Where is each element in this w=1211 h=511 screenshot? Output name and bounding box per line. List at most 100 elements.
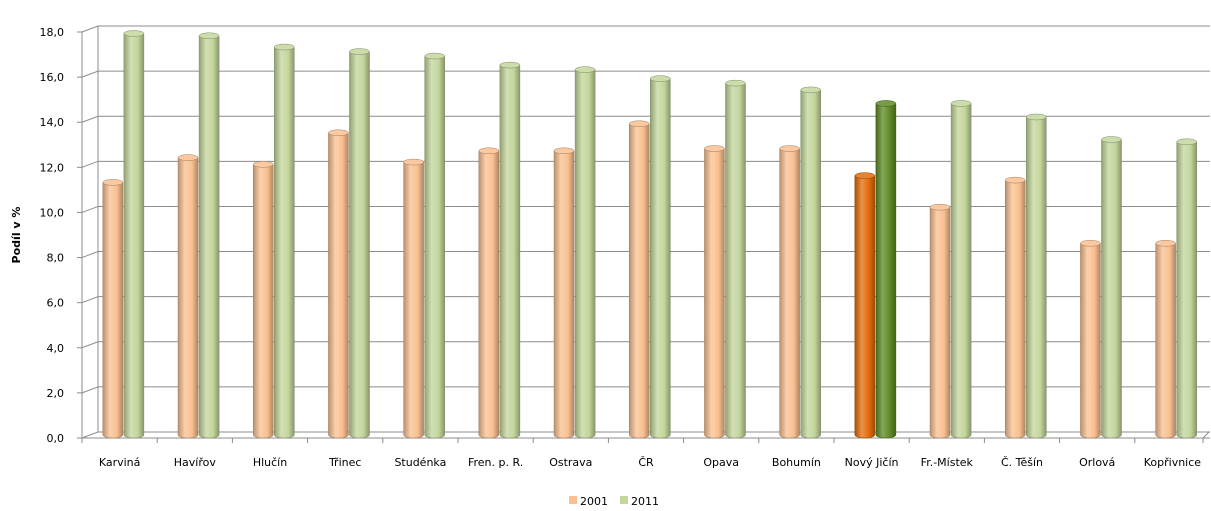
category-label: Opava	[703, 456, 739, 469]
bar-2001-13	[1080, 240, 1101, 439]
bar-top	[1004, 176, 1026, 184]
legend-swatch-2011	[620, 496, 628, 504]
bar-body	[499, 64, 521, 439]
bar-2011-3	[349, 48, 370, 439]
bar-body	[574, 69, 596, 439]
legend-label-2001: 2001	[580, 495, 608, 508]
bar-top	[1026, 113, 1047, 121]
bar-2001-3	[328, 129, 349, 439]
category-label: Orlová	[1079, 456, 1115, 469]
bar-2011-11	[950, 100, 972, 439]
bar-top	[1176, 138, 1197, 146]
bar-body	[198, 35, 220, 439]
category-label: Studénka	[394, 456, 446, 469]
bar-2001-14	[1155, 240, 1176, 439]
bar-top	[177, 154, 199, 161]
bar-2011-0	[123, 30, 145, 439]
bar-2001-4	[403, 158, 424, 439]
category-label: Ostrava	[549, 456, 592, 469]
category-label: Karviná	[99, 456, 141, 469]
bar-body	[274, 46, 295, 439]
floor-edge-line	[1202, 431, 1210, 439]
bar-2011-5	[499, 61, 521, 439]
axes	[77, 26, 1210, 443]
bar-top	[1101, 136, 1122, 143]
bar-2011-14	[1176, 138, 1197, 439]
bar-body	[929, 206, 951, 439]
bar-top	[929, 203, 951, 211]
bar-top	[328, 129, 349, 137]
bar-body	[628, 123, 650, 439]
bar-body	[328, 132, 349, 439]
bar-2011-8	[725, 79, 746, 439]
bars	[102, 30, 1197, 439]
y-tick-label: 8,0	[47, 252, 65, 265]
bar-2011-12	[1026, 113, 1047, 439]
bar-body	[177, 157, 199, 439]
legend-label-2011: 2011	[631, 495, 659, 508]
bar-2001-7	[628, 120, 650, 439]
bar-top	[424, 52, 445, 60]
category-label: Hlučín	[253, 456, 287, 469]
bar-2011-7	[650, 75, 671, 439]
bar-body	[553, 150, 575, 439]
bar-body	[1080, 243, 1101, 439]
bar-body	[800, 89, 821, 439]
bar-2001-6	[553, 147, 575, 439]
bar-top	[628, 120, 650, 127]
y-tick-labels: 0,0 2,0 4,0 6,0 8,0 10,0 12,0 14,0 16,0 18,0	[40, 26, 65, 445]
bar-body	[1176, 141, 1197, 439]
bar-2001-9	[779, 145, 800, 439]
bar-top	[349, 48, 370, 55]
y-tick-label: 10,0	[40, 206, 65, 219]
bar-2001-2	[252, 161, 274, 439]
category-label: ČR	[638, 456, 654, 469]
bar-body	[1101, 139, 1122, 439]
bar-body	[1026, 116, 1047, 439]
bar-2011-6	[574, 66, 596, 439]
bar-body	[725, 82, 746, 439]
bar-2001-11	[929, 203, 951, 439]
bar-top	[478, 147, 500, 155]
bar-top	[198, 32, 220, 40]
bar-2011-2	[274, 43, 295, 439]
bar-top	[1155, 240, 1176, 247]
y-tick-label: 16,0	[40, 71, 65, 84]
bar-2011-1	[198, 32, 220, 439]
bar-body	[1004, 179, 1026, 439]
bar-body	[875, 103, 897, 439]
bar-body	[424, 55, 445, 439]
bar-2001-12	[1004, 176, 1026, 439]
bar-top	[1080, 240, 1101, 247]
category-label: Fren. p. R.	[468, 456, 523, 469]
bar-body	[950, 103, 972, 439]
bar-2001-0	[102, 179, 124, 439]
category-label: Nový Jičín	[845, 456, 899, 469]
bar-body	[478, 150, 500, 439]
bar-top	[800, 86, 821, 94]
bar-2001-10	[854, 172, 876, 439]
bar-2011-13	[1101, 136, 1122, 439]
category-labels: Karviná Havířov Hlučín Třinec Studénka Fren. …	[99, 456, 1201, 469]
y-tick-label: 12,0	[40, 161, 65, 174]
bar-top	[650, 75, 671, 82]
category-label: Třinec	[328, 456, 361, 469]
bar-2001-5	[478, 147, 500, 439]
category-label: Fr.-Místek	[921, 456, 974, 469]
bar-top	[274, 43, 295, 51]
bar-top	[950, 100, 972, 107]
bar-2001-1	[177, 154, 199, 439]
bar-top	[704, 145, 725, 152]
bar-body	[403, 161, 424, 439]
bar-top	[252, 161, 274, 168]
y-tick-label: 2,0	[47, 387, 65, 400]
bar-body	[349, 51, 370, 439]
bar-body	[102, 182, 124, 439]
y-tick-label: 6,0	[47, 297, 65, 310]
y-tick-label: 0,0	[47, 432, 65, 445]
bar-top	[499, 61, 521, 69]
bar-top	[574, 66, 596, 73]
y-axis-title: Podíl v %	[10, 207, 23, 264]
bar-top	[725, 79, 746, 87]
